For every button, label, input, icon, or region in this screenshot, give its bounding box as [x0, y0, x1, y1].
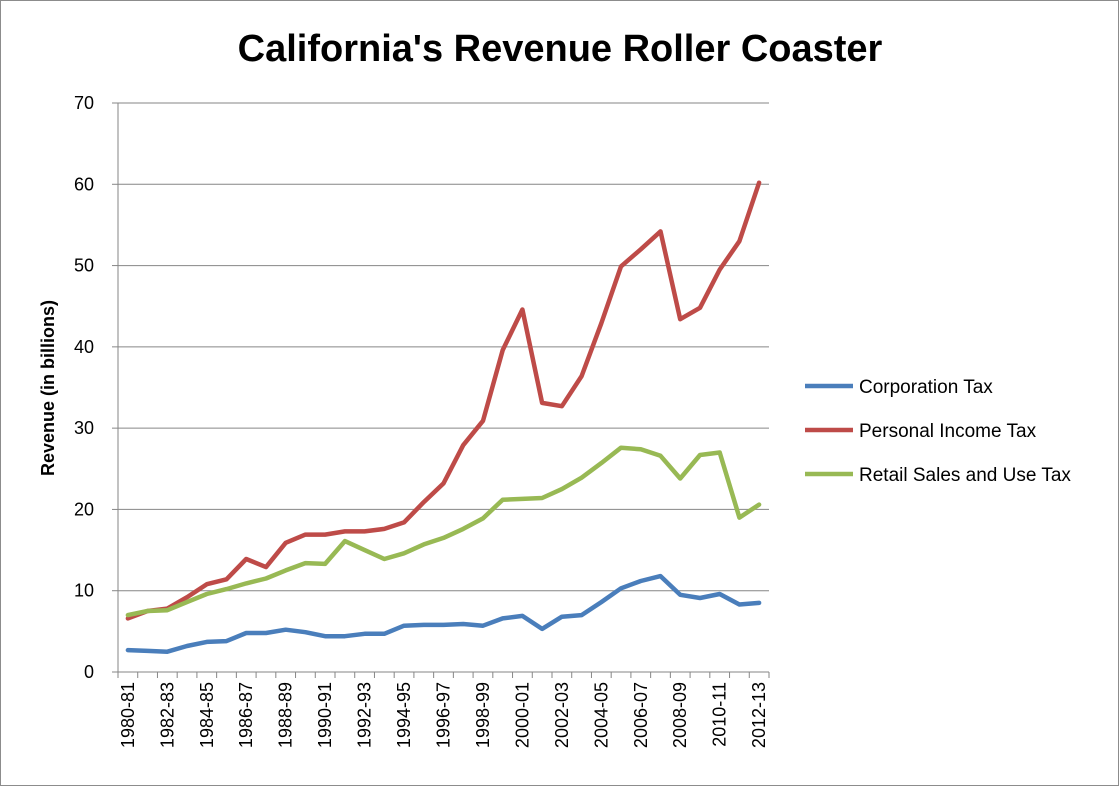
legend-label: Corporation Tax	[859, 377, 993, 398]
x-tick-label: 1992-93	[355, 682, 375, 748]
y-tick-label: 40	[74, 337, 94, 357]
x-tick-label: 1980-81	[118, 682, 138, 748]
series-line-corporation-tax	[125, 573, 762, 654]
legend-label: Personal Income Tax	[859, 421, 1037, 442]
y-tick-label: 70	[74, 93, 94, 113]
x-tick-label: 1996-97	[434, 682, 454, 748]
y-axis-title: Revenue (in billions)	[38, 300, 58, 476]
x-tick-label: 1990-91	[315, 682, 335, 748]
y-tick-labels: 0 10 20 30 40 50 60 70	[74, 93, 94, 682]
y-tick-label: 0	[84, 662, 94, 682]
axes	[112, 102, 770, 678]
y-tick-label: 10	[74, 581, 94, 601]
series-line-personal-income-tax	[125, 180, 762, 621]
y-tick-label: 50	[74, 256, 94, 276]
x-tick-label: 2000-01	[512, 682, 532, 748]
legend-label: Retail Sales and Use Tax	[859, 465, 1071, 486]
x-tick-label: 2006-07	[631, 682, 651, 748]
x-tick-label: 1988-89	[276, 682, 296, 748]
y-tick-label: 60	[74, 174, 94, 194]
y-tick-label: 20	[74, 499, 94, 519]
x-tick-label: 2008-09	[670, 682, 690, 748]
x-tick-label: 2010-11	[710, 682, 730, 747]
x-tick-label: 2002-03	[552, 682, 572, 748]
x-tick-label: 1986-87	[236, 682, 256, 748]
x-tick-label: 2004-05	[591, 682, 611, 748]
x-tick-label: 2012-13	[749, 682, 769, 748]
x-tick-label: 1982-83	[157, 682, 177, 748]
x-tick-labels: 1980-81 1982-83 1984-85 1986-87 1988-89 1990-…	[118, 682, 769, 748]
y-tick-label: 30	[74, 418, 94, 438]
chart-title: California's Revenue Roller Coaster	[238, 28, 883, 70]
series-lines	[125, 180, 762, 654]
series-line-retail-sales-and-use-tax	[125, 445, 762, 618]
x-tick-label: 1984-85	[197, 682, 217, 748]
x-tick-label: 1994-95	[394, 682, 414, 748]
gridlines	[118, 102, 769, 592]
legend: Corporation Tax Personal Income Tax Retail…	[805, 377, 1071, 486]
x-tick-label: 1998-99	[473, 682, 493, 748]
